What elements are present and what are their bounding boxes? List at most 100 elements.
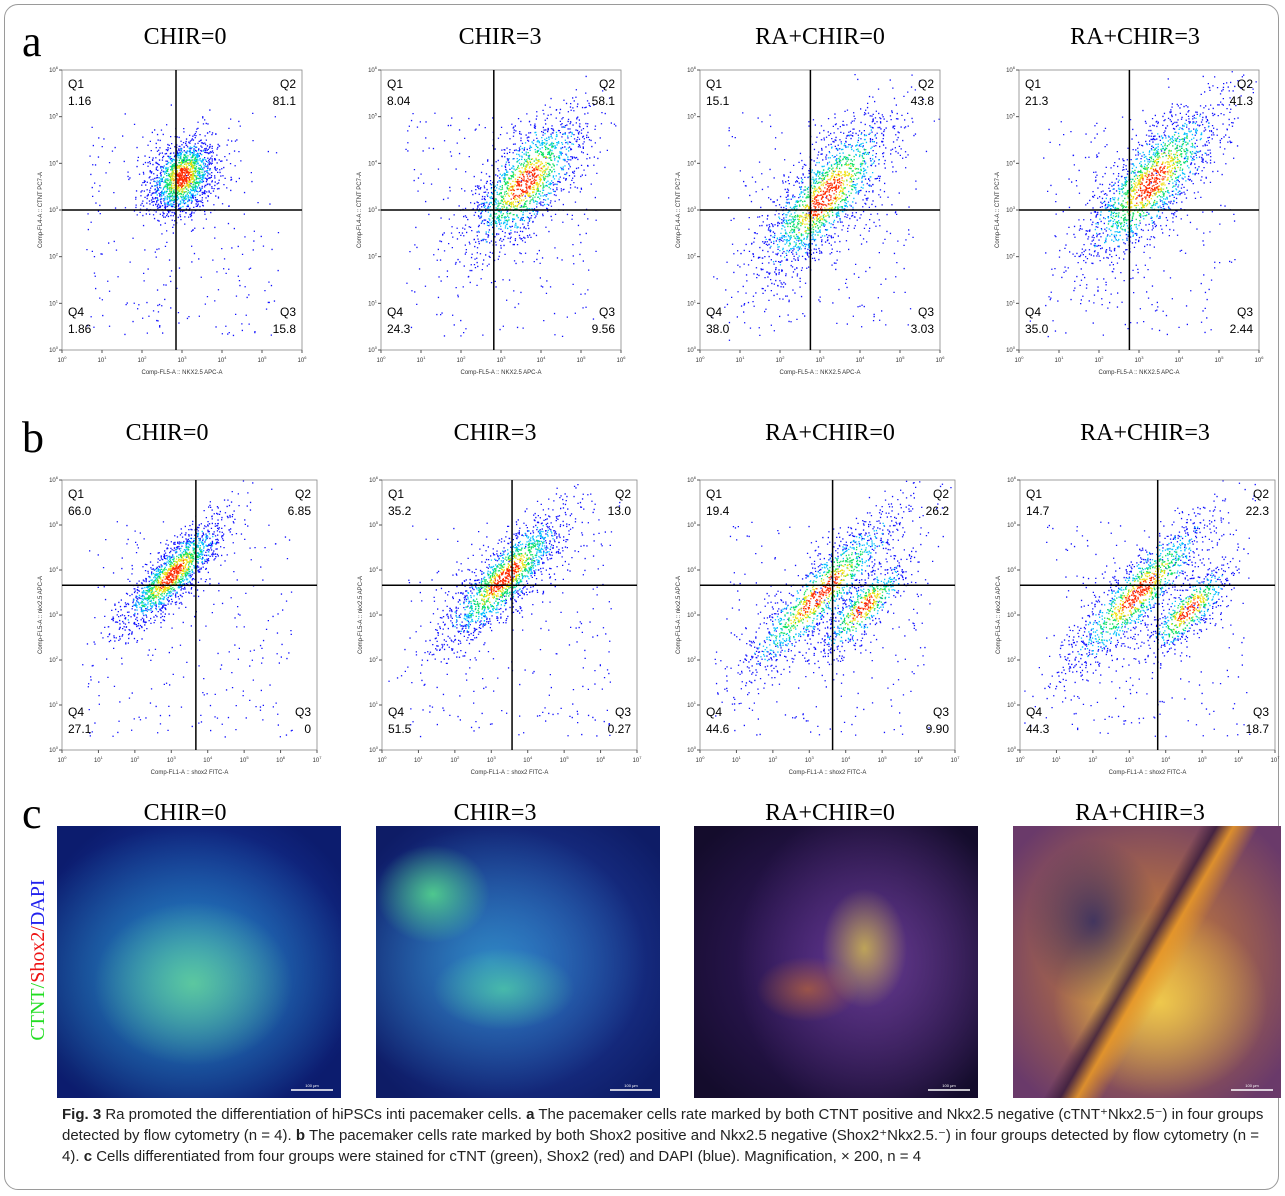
quadrant-value: 24.3 [387,322,411,336]
quadrant-value: 18.7 [1246,722,1270,736]
x-tick-label: 105 [1198,755,1208,764]
caption-part-letter: b [295,1127,306,1144]
quadrant-name: Q4 [68,305,84,319]
x-tick-label: 100 [377,355,387,364]
tick-base: 10 [736,358,743,364]
tick-base: 10 [368,348,375,354]
tick-base: 10 [732,758,739,764]
stain-name: Shox2 [27,932,49,983]
x-tick-label: 107 [1271,755,1281,764]
tick-exponent: 6 [694,65,697,70]
plot-frame [1019,479,1276,751]
tick-exponent: 3 [494,755,497,760]
x-axis-label: Comp-FL5-A :: NKX2.5 APC-A [141,370,222,376]
quadrant-name: Q4 [706,705,722,719]
tick-base: 10 [368,255,375,261]
scatter-dots [388,484,621,738]
quadrant-name: Q3 [599,305,615,319]
tick-base: 10 [1006,301,1013,307]
quadrant-name: Q3 [1237,305,1253,319]
plot-title: RA+CHIR=0 [755,24,885,50]
y-tick-label: 101 [49,700,59,709]
quadrant-name: Q1 [68,77,84,91]
quadrant-name: Q1 [1026,487,1042,501]
image-title: RA+CHIR=0 [765,800,895,826]
tick-exponent: 2 [782,355,785,360]
quadrant-name: Q4 [1026,705,1042,719]
tick-base: 10 [369,478,376,484]
tick-exponent: 4 [56,565,59,570]
quadrant-name: Q4 [1025,305,1041,319]
tick-base: 10 [687,658,694,664]
x-tick-label: 107 [951,755,961,764]
x-tick-label: 100 [58,755,68,764]
y-tick-label: 106 [368,65,378,74]
tick-exponent: 5 [56,112,59,117]
y-tick-label: 105 [1007,520,1017,529]
y-tick-label: 105 [368,112,378,121]
tick-exponent: 3 [174,755,177,760]
tick-exponent: 5 [375,112,378,117]
tick-exponent: 6 [304,355,307,360]
y-tick-label: 105 [369,520,379,529]
tick-base: 10 [450,758,457,764]
tick-exponent: 6 [1013,65,1016,70]
tick-exponent: 4 [848,755,851,760]
tick-base: 10 [687,478,694,484]
y-axis-label: Comp-FL5-A :: nkx2.5 APC-A [996,576,1002,654]
x-tick-label: 101 [417,355,427,364]
y-axis-label: Comp-FL5-A :: nkx2.5 APC-A [38,576,44,654]
tick-exponent: 0 [702,355,705,360]
x-tick-label: 102 [776,355,786,364]
panel-letter: b [22,413,44,462]
tick-exponent: 2 [1095,755,1098,760]
tick-base: 10 [537,358,544,364]
y-tick-label: 106 [1007,475,1017,484]
tick-base: 10 [49,208,56,214]
y-tick-label: 106 [687,475,697,484]
y-tick-label: 100 [369,745,379,754]
panel-letter: a [22,17,42,66]
x-tick-label: 105 [258,355,268,364]
tick-base: 10 [377,358,384,364]
tick-exponent: 6 [56,65,59,70]
scatter-dots [480,553,531,605]
y-tick-label: 104 [368,158,378,167]
quadrant-value: 2.44 [1230,322,1254,336]
y-axis-label: Comp-FL4-A :: CTNT PC7-A [995,172,1001,248]
quadrant-name: Q2 [280,77,296,91]
tick-base: 10 [617,358,624,364]
x-tick-label: 102 [1088,755,1098,764]
scatter-dots [771,546,891,646]
tick-base: 10 [313,758,320,764]
quadrant-value: 15.8 [273,322,297,336]
tick-base: 10 [856,358,863,364]
tick-exponent: 1 [423,355,426,360]
x-tick-label: 102 [130,755,140,764]
tick-base: 10 [1095,358,1102,364]
quadrant-value: 51.5 [388,722,412,736]
y-tick-label: 100 [368,345,378,354]
tick-base: 10 [687,568,694,574]
tick-exponent: 4 [543,355,546,360]
x-tick-label: 105 [560,755,570,764]
plot-title: CHIR=0 [126,420,209,446]
tick-base: 10 [1161,758,1168,764]
caption-title: Ra promoted the differentiation of hiPSC… [105,1106,522,1123]
quadrant-name: Q2 [599,77,615,91]
tick-base: 10 [687,301,694,307]
tick-base: 10 [1135,358,1142,364]
tick-exponent: 2 [463,355,466,360]
x-axis-label: Comp-FL1-A :: shox2 FITC-A [1109,770,1187,776]
tick-base: 10 [98,358,105,364]
tick-exponent: 5 [884,755,887,760]
x-tick-label: 104 [1175,355,1185,364]
x-tick-label: 105 [878,755,888,764]
scatter-dots [86,104,280,337]
quadrant-value: 35.2 [388,504,412,518]
tick-base: 10 [417,358,424,364]
y-tick-label: 105 [49,112,59,121]
tick-base: 10 [369,568,376,574]
y-axis-label: Comp-FL4-A :: CTNT PC7-A [357,172,363,248]
scatter-dots [1098,551,1214,641]
